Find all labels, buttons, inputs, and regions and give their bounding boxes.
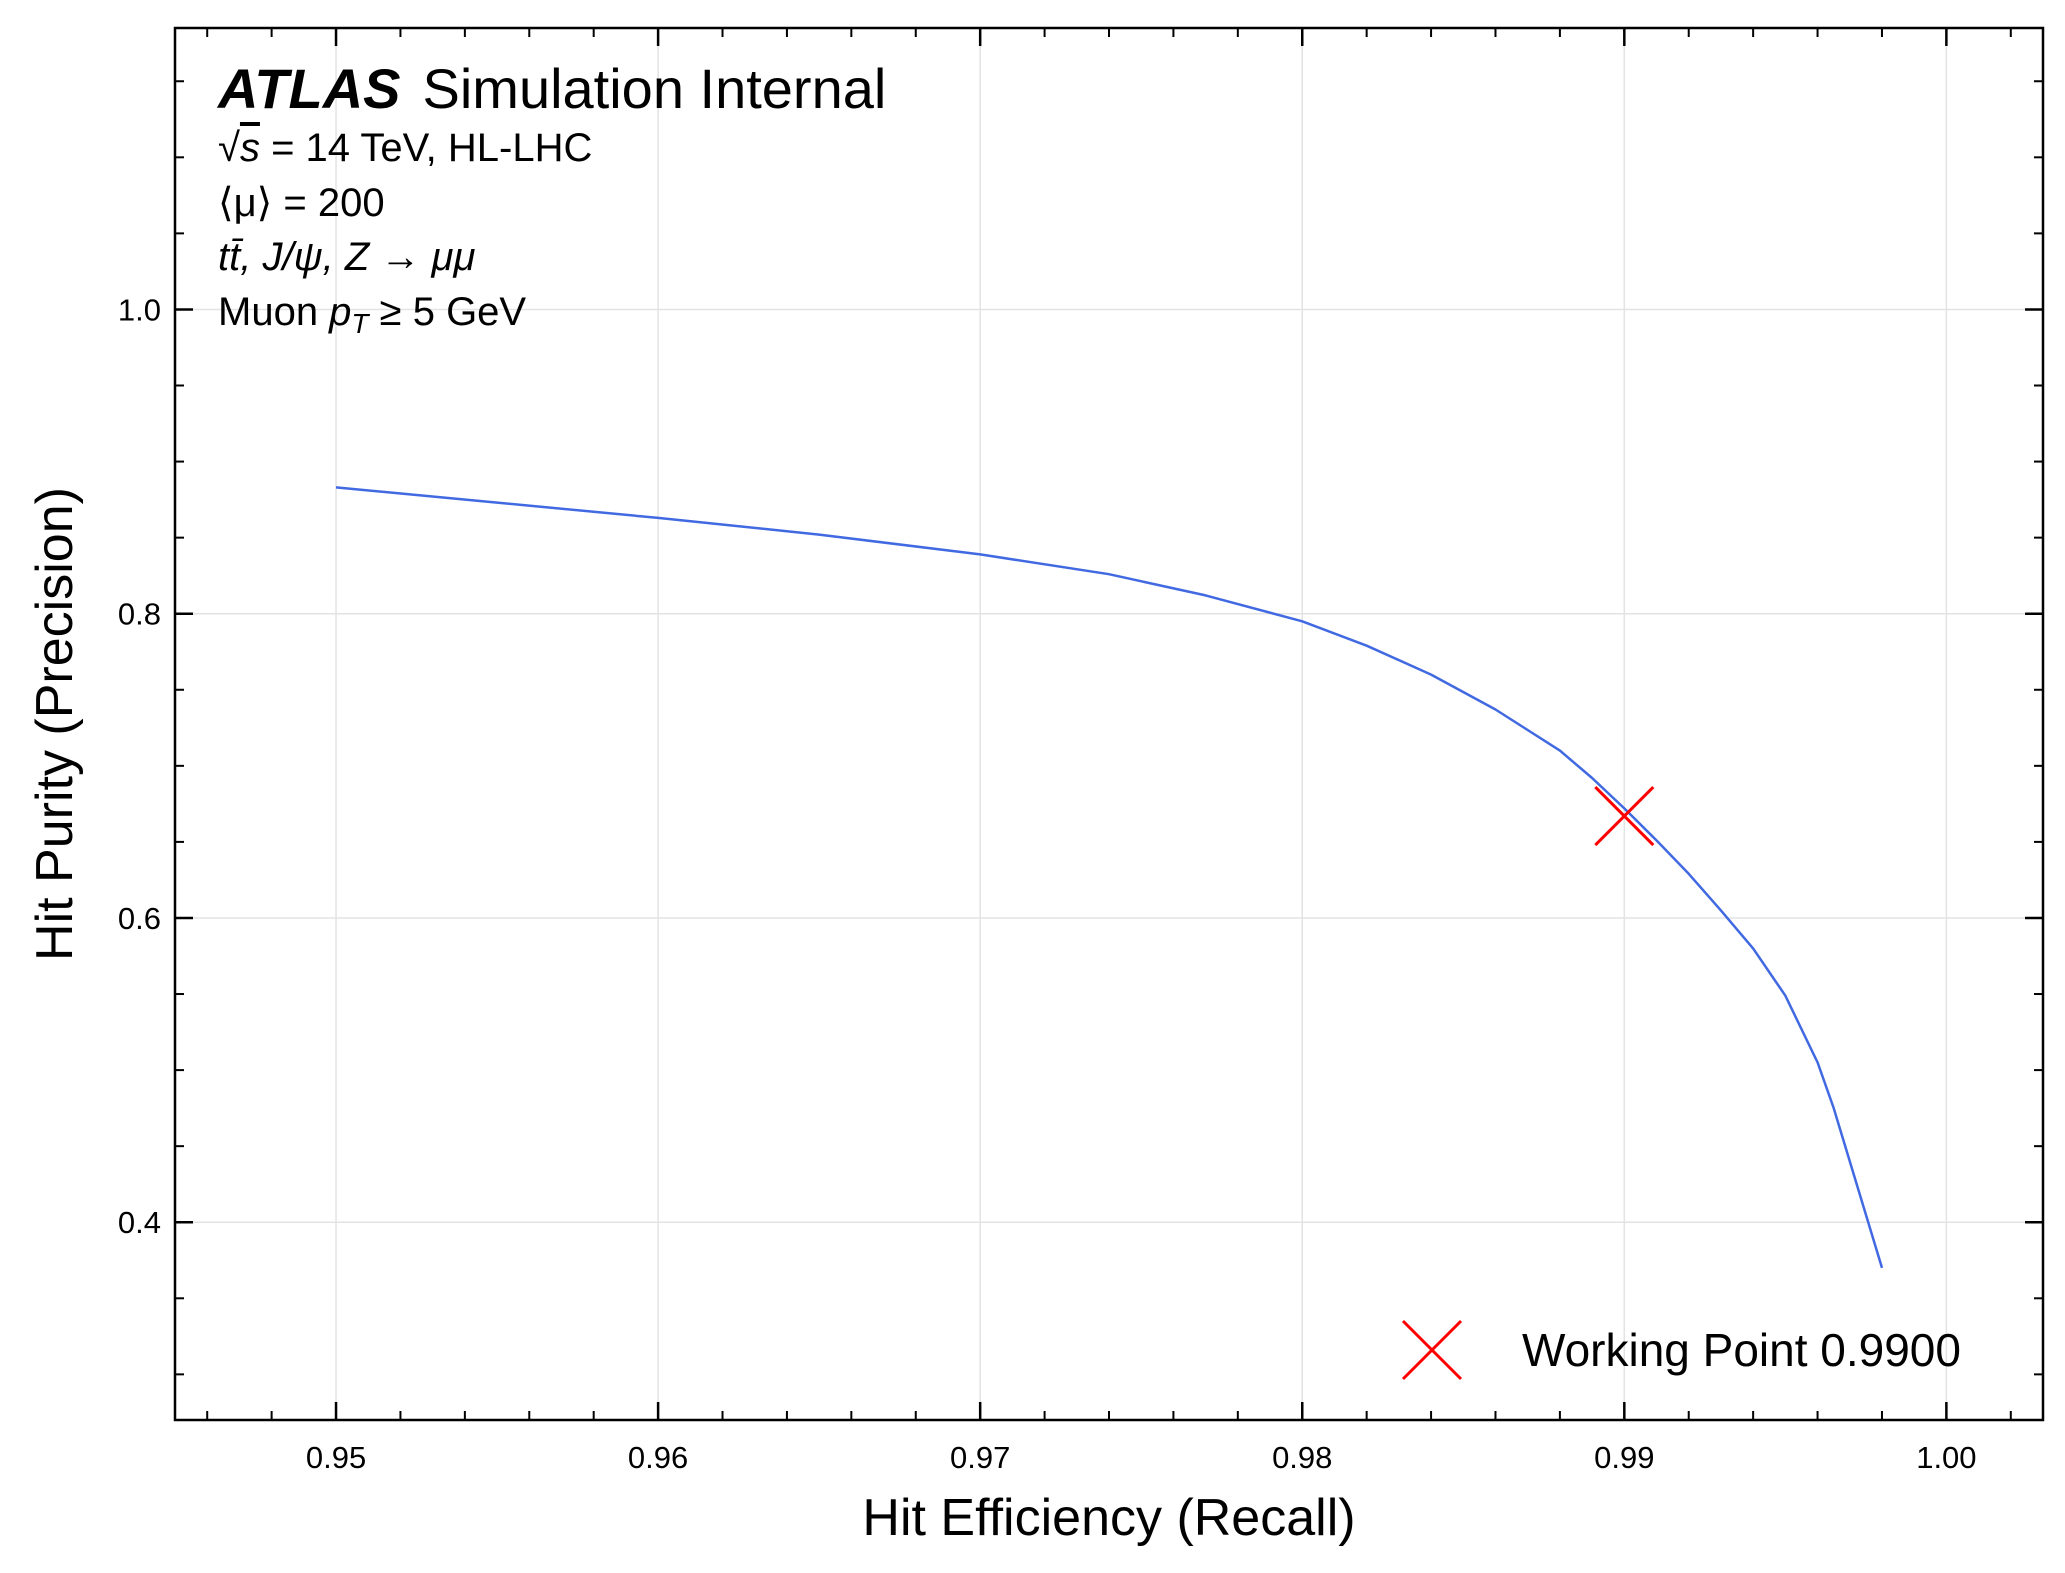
working-point-marker (1594, 785, 1655, 847)
series-line (335, 486, 1884, 1269)
x-axis-title: Hit Efficiency (Recall) (862, 1489, 1355, 1547)
y-tick-label: 0.6 (118, 901, 161, 936)
cut-sub: T (351, 308, 370, 339)
pileup-label: ⟨μ⟩ = 200 (218, 181, 385, 225)
cut-p: p (328, 290, 351, 334)
cut-prefix: Muon (218, 290, 329, 334)
atlas-annotation: ATLAS Simulation Internal √s = 14 TeV, H… (216, 57, 886, 339)
x-tick-label: 1.00 (1916, 1440, 1976, 1475)
cut-label: Muon pT ≥ 5 GeV (218, 290, 526, 339)
axis-ticks: 0.95 0.96 0.97 0.98 0.99 1.00 0.4 0.6 0.8 1.0 (118, 28, 2043, 1475)
y-tick-label: 1.0 (118, 292, 161, 327)
legend-marker-x-b (1401, 1319, 1463, 1381)
x-tick-label: 0.95 (306, 1440, 366, 1475)
x-tick-label: 0.96 (628, 1440, 688, 1475)
x-tick-label: 0.97 (950, 1440, 1010, 1475)
process-label: tt̄, J/ψ, Z → μμ (218, 235, 475, 279)
legend: Working Point 0.9900 (1401, 1319, 1961, 1381)
y-tick-label: 0.4 (118, 1205, 161, 1240)
atlas-label: ATLAS (216, 57, 401, 120)
marker-layer (1594, 785, 1655, 847)
energy-sqrt: √ (218, 126, 240, 170)
energy-s: s (240, 126, 260, 170)
legend-label: Working Point 0.9900 (1522, 1324, 1961, 1376)
curve-layer (335, 486, 1884, 1269)
cut-suffix: ≥ 5 GeV (369, 290, 527, 334)
x-tick-label: 0.99 (1594, 1440, 1654, 1475)
grid-lines (175, 28, 2043, 1420)
y-axis-title: Hit Purity (Precision) (26, 487, 84, 961)
x-tick-label: 0.98 (1272, 1440, 1332, 1475)
energy-label: √s = 14 TeV, HL-LHC (218, 126, 592, 170)
marker-stroke-b (1594, 785, 1655, 847)
y-tick-label: 0.8 (118, 597, 161, 632)
atlas-sub-label: Simulation Internal (423, 57, 887, 120)
energy-text: = 14 TeV, HL-LHC (260, 126, 592, 170)
plot-background (175, 28, 2043, 1420)
svg-text:ATLAS Simulation Interna: ATLAS Simulation Internal (216, 57, 886, 120)
